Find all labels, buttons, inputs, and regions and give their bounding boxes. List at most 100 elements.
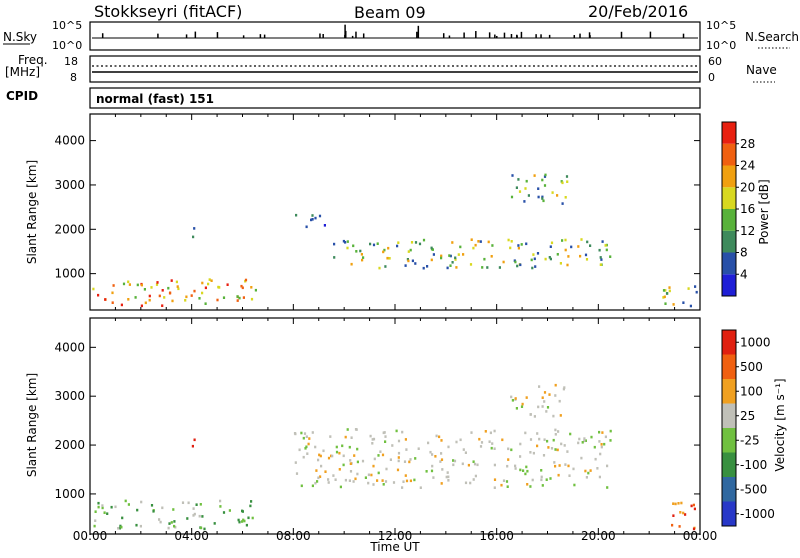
heatmap-cell: [493, 447, 496, 450]
y-tick-label: 2000: [54, 438, 85, 452]
heatmap-cell: [121, 516, 124, 520]
heatmap-cell: [540, 469, 543, 472]
heatmap-cell: [370, 473, 373, 477]
heatmap-cell: [544, 173, 547, 177]
heatmap-cell: [342, 454, 345, 458]
heatmap-cell: [601, 431, 604, 434]
heatmap-cell: [349, 459, 352, 462]
heatmap-cell: [567, 464, 570, 468]
heatmap-cell: [531, 266, 534, 270]
heatmap-cell: [369, 242, 372, 246]
heatmap-cell: [493, 429, 496, 433]
heatmap-cell: [177, 287, 180, 291]
heatmap-cell: [558, 464, 561, 467]
x-tick-label: 16:00: [479, 529, 514, 543]
heatmap-cell: [563, 386, 566, 389]
heatmap-cell: [148, 294, 151, 298]
heatmap-cell: [198, 514, 201, 518]
heatmap-cell: [449, 254, 452, 258]
heatmap-cell: [510, 395, 513, 399]
heatmap-cell: [455, 266, 458, 269]
heatmap-cell: [550, 241, 554, 245]
heatmap-cell: [526, 483, 529, 486]
heatmap-cell: [493, 463, 496, 467]
colorbar-swatch: [722, 403, 736, 428]
heatmap-cell: [448, 254, 451, 257]
heatmap-cell: [409, 479, 412, 483]
heatmap-cell: [599, 452, 602, 456]
heatmap-cell: [570, 245, 573, 249]
heatmap-cell: [396, 244, 399, 248]
heatmap-cell: [311, 431, 314, 434]
heatmap-cell: [472, 478, 475, 481]
heatmap-cell: [407, 259, 410, 263]
nsky-series: [101, 24, 685, 38]
heatmap-cell: [408, 460, 411, 464]
heatmap-cell: [488, 440, 491, 443]
heatmap-cell: [547, 446, 550, 449]
heatmap-cell: [598, 430, 601, 434]
heatmap-cell: [404, 474, 407, 477]
heatmap-cell: [190, 294, 193, 297]
heatmap-cell: [579, 254, 582, 258]
heatmap-cell: [318, 214, 322, 218]
heatmap-cell: [384, 435, 387, 438]
heatmap-cell: [384, 480, 388, 483]
heatmap-cell: [369, 434, 372, 438]
heatmap-cell: [213, 522, 216, 525]
heatmap-cell: [548, 393, 551, 396]
heatmap-cell: [584, 253, 588, 257]
heatmap-cell: [550, 447, 554, 450]
heatmap-cell: [339, 485, 342, 489]
heatmap-cell: [127, 503, 130, 506]
heatmap-cell: [135, 523, 138, 527]
heatmap-cell: [170, 521, 173, 524]
heatmap-cell: [332, 474, 335, 477]
heatmap-cell: [376, 242, 379, 245]
heatmap-cell: [342, 239, 345, 243]
heatmap-cell: [207, 282, 210, 286]
heatmap-cell: [201, 515, 204, 518]
heatmap-cell: [359, 249, 362, 253]
heatmap-cell: [93, 524, 96, 528]
heatmap-cell: [219, 499, 222, 503]
colorbar-swatch: [722, 354, 736, 379]
heatmap-cell: [397, 451, 401, 455]
heatmap-cell: [158, 518, 161, 521]
heatmap-cell: [498, 266, 501, 269]
heatmap-cell: [356, 472, 359, 476]
heatmap-cell: [556, 253, 559, 256]
heatmap-cell: [422, 238, 426, 242]
heatmap-cell: [387, 246, 390, 250]
station-title: Stokkseyri (fitACF): [94, 2, 242, 21]
colorbar-swatch: [722, 452, 736, 477]
heatmap-cell: [294, 432, 297, 436]
heatmap-cell: [228, 509, 231, 512]
heatmap-cell: [476, 463, 479, 467]
heatmap-cell: [127, 280, 130, 284]
heatmap-cell: [520, 405, 524, 408]
heatmap-cell: [480, 441, 484, 444]
heatmap-cell: [566, 450, 569, 453]
heatmap-cell: [422, 266, 425, 270]
heatmap-cell: [377, 471, 380, 475]
heatmap-cell: [454, 256, 457, 260]
heatmap-cell: [510, 195, 514, 199]
heatmap-cell: [522, 469, 525, 472]
heatmap-cell: [304, 447, 307, 450]
heatmap-cell: [484, 430, 487, 433]
heatmap-cell: [303, 432, 307, 435]
heatmap-cell: [517, 244, 520, 247]
heatmap-cell: [587, 471, 590, 475]
heatmap-cell: [385, 467, 388, 471]
heatmap-cell: [478, 437, 481, 441]
heatmap-cell: [561, 239, 564, 242]
freq-tick-top: 18: [64, 55, 78, 68]
date-title: 20/Feb/2016: [588, 2, 688, 21]
heatmap-cell: [600, 443, 603, 446]
heatmap-cell: [552, 438, 555, 442]
heatmap-cell: [600, 258, 603, 261]
heatmap-cell: [490, 255, 493, 258]
colorbar-frame: [721, 329, 737, 527]
nave-tick-top: 60: [708, 55, 722, 68]
